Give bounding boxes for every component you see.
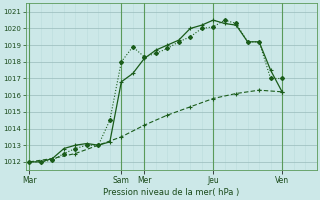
X-axis label: Pression niveau de la mer( hPa ): Pression niveau de la mer( hPa ): [103, 188, 239, 197]
